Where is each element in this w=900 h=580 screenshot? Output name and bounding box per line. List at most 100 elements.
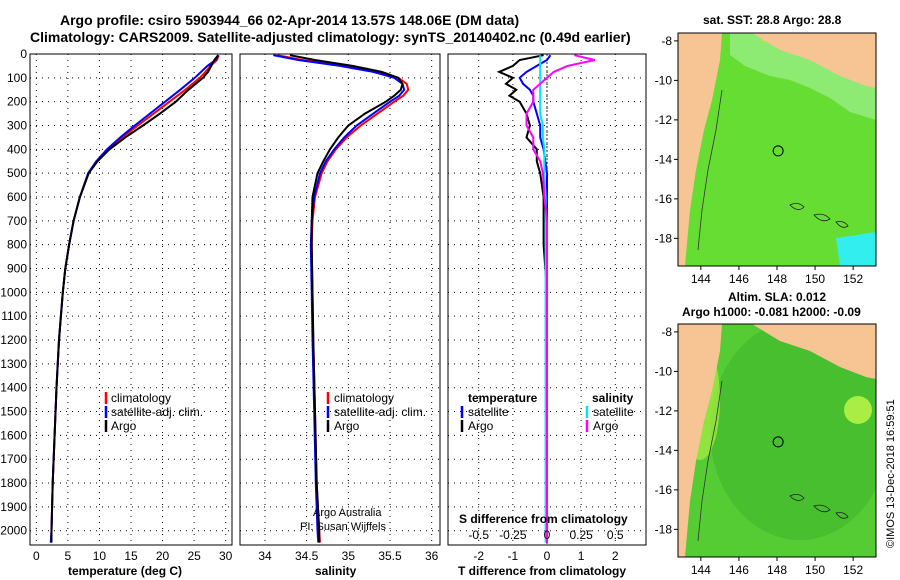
lon-tick-label: 152 <box>843 272 863 286</box>
pressure-tick-label: 1500 <box>0 405 27 419</box>
ssh-reef-contours <box>789 494 849 519</box>
annotation-argo-australia: Argo Australia <box>313 507 382 519</box>
s-difference-label: S difference from climatology <box>459 512 628 526</box>
x-tick-label: 25 <box>187 549 201 563</box>
pressure-tick-label: 400 <box>7 142 27 156</box>
x-tick-label: -0.5 <box>468 528 489 542</box>
ssh-title-line-1: Altim. SLA: 0.012 <box>728 290 826 304</box>
salinity-grid <box>240 53 440 545</box>
lon-tick-label: 144 <box>691 272 711 286</box>
legend-temperature-title: temperature <box>468 391 538 405</box>
x-tick-label: 36 <box>425 549 439 563</box>
ssh-low-anomaly <box>710 324 876 540</box>
sst-cool-patch <box>836 232 876 266</box>
sst-map: sat. SST: 28.8 Argo: 28.8 -8 -10 -12 -14 -16… <box>655 13 877 286</box>
ssh-map-axes: -8 -10 -12 -14 -16 -18 144 146 148 150 152 <box>655 325 864 577</box>
difference-line-s-argo <box>525 54 596 543</box>
s-difference-x-axis: -0.5 -0.25 0 0.25 0.5 <box>468 528 624 542</box>
temperature-panel: 0100200300400500600700800900100011001200… <box>0 47 232 578</box>
salinity-x-axis: 34 34.5 35 35.5 36 <box>258 549 438 563</box>
salinity-series <box>273 54 410 543</box>
lat-tick-label: -8 <box>661 325 672 339</box>
difference-panel: -2 -1 0 1 2 -0.5 -0.25 0 0.25 0.5 S difference f… <box>447 53 647 578</box>
x-tick-label: 10 <box>93 549 107 563</box>
x-tick-label: 0 <box>544 549 551 563</box>
ssh-float-marker <box>772 436 784 448</box>
imos-credit: ©IMOS 13-Dec-2018 16:59:51 <box>885 399 897 548</box>
temperature-line-argo <box>50 54 219 543</box>
lon-tick-label: 152 <box>843 563 863 577</box>
sst-land-australia <box>678 33 722 266</box>
legend-s-satellite-label: satellite <box>593 405 634 419</box>
temperature-x-label: temperature (deg C) <box>68 564 182 578</box>
lon-tick-label: 146 <box>729 563 749 577</box>
temperature-legend: climatology satellite-adj. clim. Argo <box>104 391 203 433</box>
temperature-frame <box>29 53 233 546</box>
pressure-tick-label: 1300 <box>0 357 27 371</box>
temperature-series <box>49 54 220 543</box>
pressure-tick-label: 300 <box>7 119 27 133</box>
x-tick-label: 30 <box>219 549 233 563</box>
title-line-1: Argo profile: csiro 5903944_66 02-Apr-20… <box>60 12 520 28</box>
temperature-x-axis: 0 5 10 15 20 25 30 <box>33 549 233 563</box>
x-tick-label: 35.5 <box>378 549 402 563</box>
pressure-axis: 0 100 200 300 400 500 600 700 800 900 1000 1100 1200… <box>0 47 27 538</box>
pressure-tick-label: 100 <box>7 71 27 85</box>
salinity-line-climatology <box>277 54 410 543</box>
x-tick-label: 0.5 <box>607 528 624 542</box>
x-tick-label: 35 <box>342 549 356 563</box>
x-tick-label: -1 <box>508 549 519 563</box>
lon-tick-label: 146 <box>729 272 749 286</box>
pressure-tick-label: 0 <box>20 47 27 61</box>
salinity-line-satellite-adj--clim- <box>273 54 406 543</box>
pressure-tick-label: 1200 <box>0 333 27 347</box>
sst-land-png <box>678 33 876 88</box>
pressure-tick-label: 1100 <box>1 309 27 323</box>
pressure-tick-label: 1000 <box>0 285 27 299</box>
lat-tick-label: -18 <box>655 231 673 245</box>
x-tick-label: -2 <box>473 549 484 563</box>
salinity-line-argo <box>289 54 404 543</box>
pressure-tick-label: 1400 <box>0 381 27 395</box>
legend-climatology-label: climatology <box>334 391 394 405</box>
lon-tick-label: 144 <box>691 563 711 577</box>
pressure-tick-label: 900 <box>7 262 27 276</box>
lon-tick-label: 150 <box>805 272 825 286</box>
x-tick-label: 34.5 <box>295 549 319 563</box>
difference-frame <box>447 53 647 546</box>
ssh-land-australia <box>678 324 722 557</box>
lat-tick-label: -14 <box>655 443 673 457</box>
legend-argo-label: Argo <box>334 419 360 433</box>
pressure-tick-label: 1700 <box>0 452 27 466</box>
x-tick-label: 0 <box>33 549 40 563</box>
legend-salinity-title: salinity <box>592 391 634 405</box>
lat-tick-label: -16 <box>655 483 673 497</box>
t-difference-legend: temperature satellite Argo <box>460 391 538 433</box>
temperature-line-climatology <box>49 54 220 543</box>
sst-map-title: sat. SST: 28.8 Argo: 28.8 <box>703 13 842 27</box>
temperature-grid <box>30 53 232 545</box>
sst-reef-contours <box>789 203 849 228</box>
x-tick-label: 0 <box>544 528 551 542</box>
t-difference-x-axis: -2 -1 0 1 2 <box>473 549 619 563</box>
lat-tick-label: -12 <box>655 113 673 127</box>
ssh-map-field <box>678 324 876 557</box>
lat-tick-label: -14 <box>655 152 673 166</box>
legend-satellite-label: satellite-adj. clim. <box>334 405 426 419</box>
x-tick-label: 0.25 <box>569 528 593 542</box>
pressure-tick-label: 1600 <box>0 428 27 442</box>
x-tick-label: 2 <box>612 549 619 563</box>
salinity-legend: climatology satellite-adj. clim. Argo <box>326 391 426 433</box>
pressure-tick-label: 1800 <box>0 476 27 490</box>
lat-tick-label: -16 <box>655 192 673 206</box>
legend-t-satellite-label: satellite <box>468 405 509 419</box>
lat-tick-label: -10 <box>655 364 673 378</box>
difference-line-s-satellite <box>539 55 547 543</box>
sst-shelf-contour <box>697 89 723 251</box>
salinity-frame <box>239 53 441 546</box>
x-tick-label: -0.25 <box>499 528 527 542</box>
sst-float-marker <box>772 145 784 157</box>
annotation-pi: PI: Susan Wijffels <box>300 521 386 533</box>
x-tick-label: 1 <box>578 549 585 563</box>
title-line-2: Climatology: CARS2009. Satellite-adjuste… <box>30 29 631 45</box>
